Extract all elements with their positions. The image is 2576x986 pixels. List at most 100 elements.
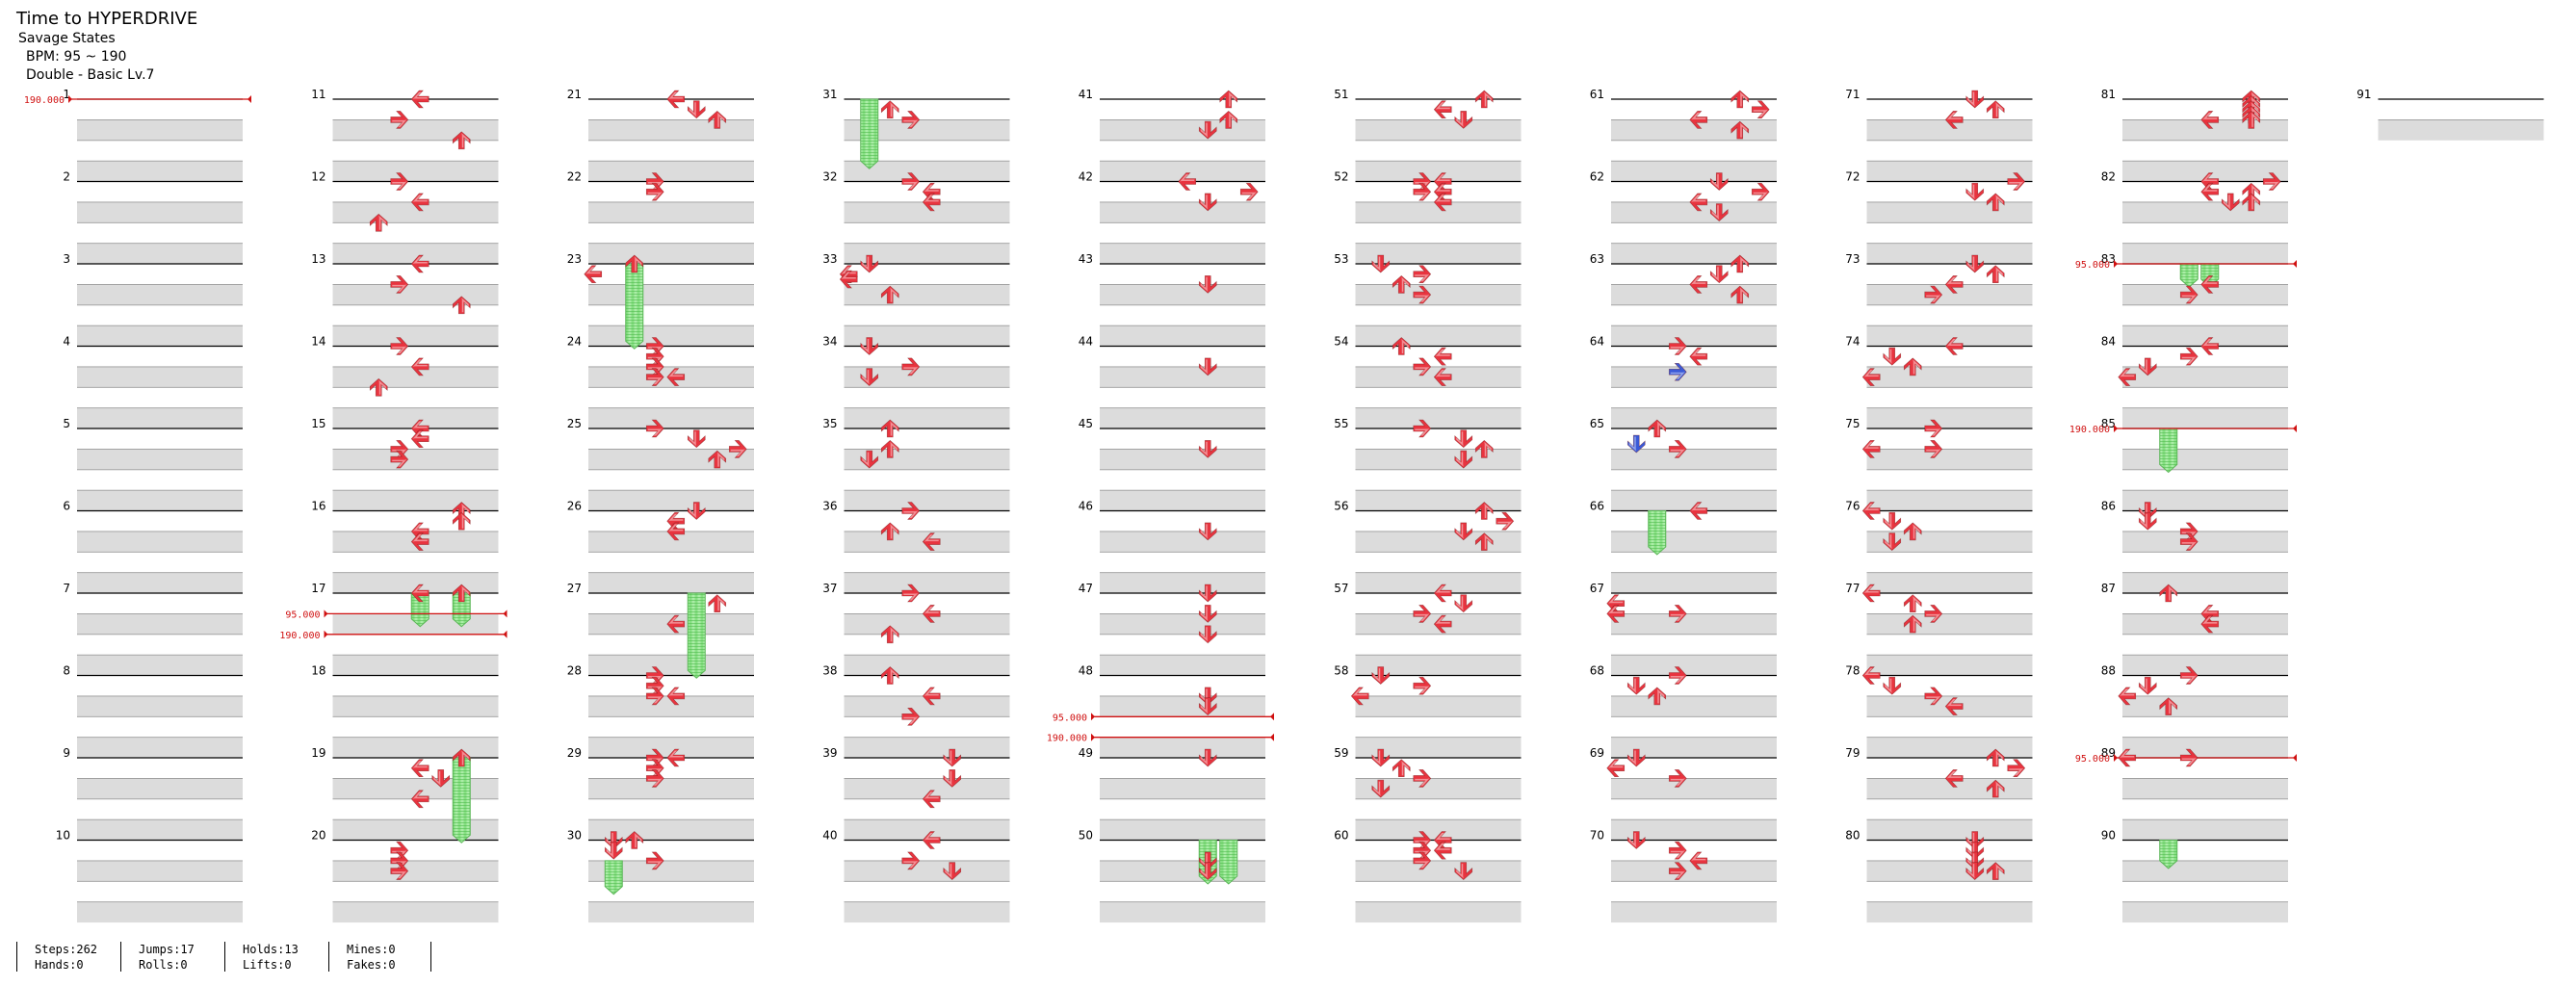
note-arrow xyxy=(922,532,941,551)
arrow-shape xyxy=(901,111,921,129)
note-arrow xyxy=(901,111,921,129)
measure-number: 49 xyxy=(1079,746,1093,760)
measure-number: 48 xyxy=(1079,664,1093,678)
note-arrow xyxy=(943,748,962,767)
arrow-shape xyxy=(687,429,706,449)
arrow-shape xyxy=(1474,90,1494,109)
arrow-highlight xyxy=(716,596,725,611)
arrow-shape xyxy=(922,532,941,551)
arrow-shape xyxy=(1198,275,1217,294)
arrow-highlight xyxy=(647,695,663,704)
arrow-shape xyxy=(1883,511,1902,531)
arrow-shape xyxy=(2007,172,2026,191)
beat-band xyxy=(588,161,754,182)
arrow-shape xyxy=(1709,265,1729,284)
arrow-highlight xyxy=(1435,184,1450,193)
note-arrow xyxy=(1903,522,1922,541)
arrow-shape xyxy=(666,687,686,706)
arrow-shape xyxy=(880,100,899,118)
arrow-highlight xyxy=(1401,339,1409,353)
arrow-highlight xyxy=(392,284,407,292)
note-arrow xyxy=(1219,110,1238,129)
arrow-highlight xyxy=(1484,534,1492,550)
beat-band xyxy=(1100,243,1265,265)
beat-band xyxy=(1355,531,1522,553)
beat-band xyxy=(2122,407,2288,429)
measure-number: 62 xyxy=(1590,170,1604,184)
arrow-shape xyxy=(390,337,409,355)
arrow-highlight xyxy=(461,298,469,313)
bpm-marker-right xyxy=(1270,733,1274,741)
arrow-highlight xyxy=(1415,192,1430,199)
arrow-shape xyxy=(1668,605,1687,623)
note-arrow xyxy=(1413,605,1432,623)
beat-band xyxy=(332,284,499,305)
beat-band xyxy=(332,572,499,594)
arrow-shape xyxy=(901,502,921,520)
measure-number: 83 xyxy=(2101,252,2116,266)
measure-number: 21 xyxy=(567,88,582,101)
note-arrow xyxy=(1861,502,1881,520)
beat-band xyxy=(77,407,243,429)
beat-band xyxy=(844,737,1010,759)
arrow-highlight xyxy=(1711,205,1720,221)
note-arrow xyxy=(2200,275,2220,294)
beat-band xyxy=(1355,860,1522,882)
note-arrow xyxy=(604,841,623,860)
lifts-count: Lifts:0 xyxy=(243,958,292,972)
bpm-marker-right xyxy=(2293,425,2297,432)
note-arrow xyxy=(1413,419,1432,438)
note-arrow xyxy=(390,841,409,860)
beat-band xyxy=(77,655,243,676)
note-arrow xyxy=(1944,769,1964,788)
arrow-highlight xyxy=(2181,675,2197,683)
arrow-highlight xyxy=(2202,339,2218,347)
arrow-highlight xyxy=(2181,531,2197,539)
arrow-shape xyxy=(1433,614,1452,634)
arrow-highlight xyxy=(2120,370,2135,377)
beat-band xyxy=(1100,407,1265,429)
note-arrow xyxy=(901,584,921,603)
note-arrow xyxy=(452,131,471,150)
note-arrow xyxy=(687,429,706,449)
measure-number: 64 xyxy=(1590,335,1604,349)
arrow-highlight xyxy=(412,791,428,799)
note-arrow xyxy=(1413,676,1432,695)
arrow-highlight xyxy=(647,758,663,765)
arrow-highlight xyxy=(1995,864,2003,879)
beat-band xyxy=(1611,778,1777,799)
arrow-shape xyxy=(880,522,899,541)
arrow-highlight xyxy=(1885,349,1892,364)
beat-band xyxy=(1866,531,2033,553)
measure-number: 91 xyxy=(2356,88,2371,101)
arrow-shape xyxy=(645,769,664,788)
beat-band xyxy=(1611,407,1777,429)
beat-band xyxy=(1866,449,2033,470)
note-arrow xyxy=(1883,532,1902,552)
beat-band xyxy=(1866,901,2033,923)
beat-band xyxy=(844,695,1010,717)
arrow-shape xyxy=(2138,502,2157,520)
arrow-shape xyxy=(1986,748,2005,767)
arrow-highlight xyxy=(378,379,386,395)
note-arrow xyxy=(1198,357,1217,376)
measure-number: 27 xyxy=(567,582,582,595)
arrow-highlight xyxy=(412,524,428,532)
stats-end-divider xyxy=(430,942,431,972)
arrow-highlight xyxy=(647,428,663,436)
arrow-shape xyxy=(2159,697,2178,715)
arrow-shape xyxy=(2200,614,2220,634)
measure-number: 1 xyxy=(63,88,70,101)
note-arrow xyxy=(687,502,706,520)
beat-band xyxy=(1100,201,1265,223)
measure-number: 2 xyxy=(63,170,70,184)
arrow-highlight xyxy=(2140,513,2148,529)
arrow-highlight xyxy=(1967,91,1975,107)
hold-body xyxy=(2159,840,2178,869)
arrow-highlight xyxy=(862,339,870,353)
beat-band xyxy=(1866,284,2033,305)
measure-number: 23 xyxy=(567,252,582,266)
note-arrow xyxy=(1883,511,1902,531)
beat-band xyxy=(844,778,1010,799)
